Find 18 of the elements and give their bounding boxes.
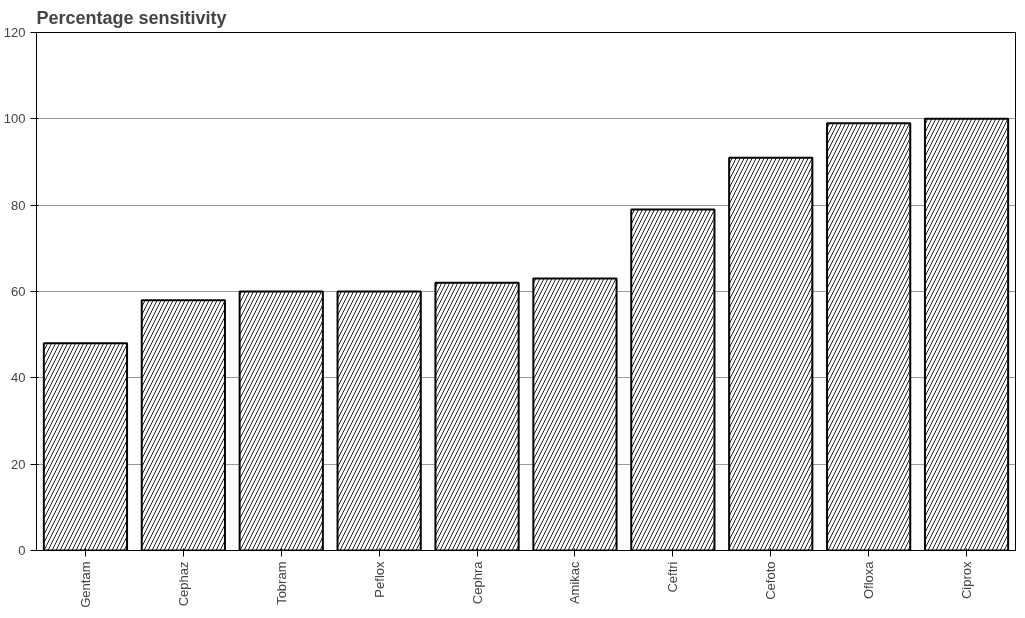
x-tick-label: Cefoto	[763, 561, 779, 600]
y-tick-label: 120	[3, 25, 26, 40]
chart-title: Percentage sensitivity	[36, 7, 227, 28]
x-tick-label: Cephaz	[175, 561, 191, 607]
x-tick-label: Tobram	[273, 561, 289, 605]
x-tick-label: Ofloxa	[861, 560, 877, 600]
x-tick-label: Gentam	[77, 561, 93, 608]
y-tick-label: 80	[11, 197, 26, 213]
y-tick-label: 100	[3, 111, 26, 127]
y-tick-label: 40	[11, 370, 26, 386]
y-tick-label: 60	[11, 284, 26, 299]
y-tick-label: 20	[11, 456, 26, 472]
y-tick-label: 0	[18, 543, 26, 558]
x-tick-label: Ciprox	[959, 561, 975, 600]
x-tick-label: Peflox	[371, 561, 387, 598]
x-tick-label: Ceftri	[665, 561, 681, 593]
x-tick-label: Cephra	[469, 560, 485, 605]
x-tick-label: Amikac	[567, 561, 583, 605]
